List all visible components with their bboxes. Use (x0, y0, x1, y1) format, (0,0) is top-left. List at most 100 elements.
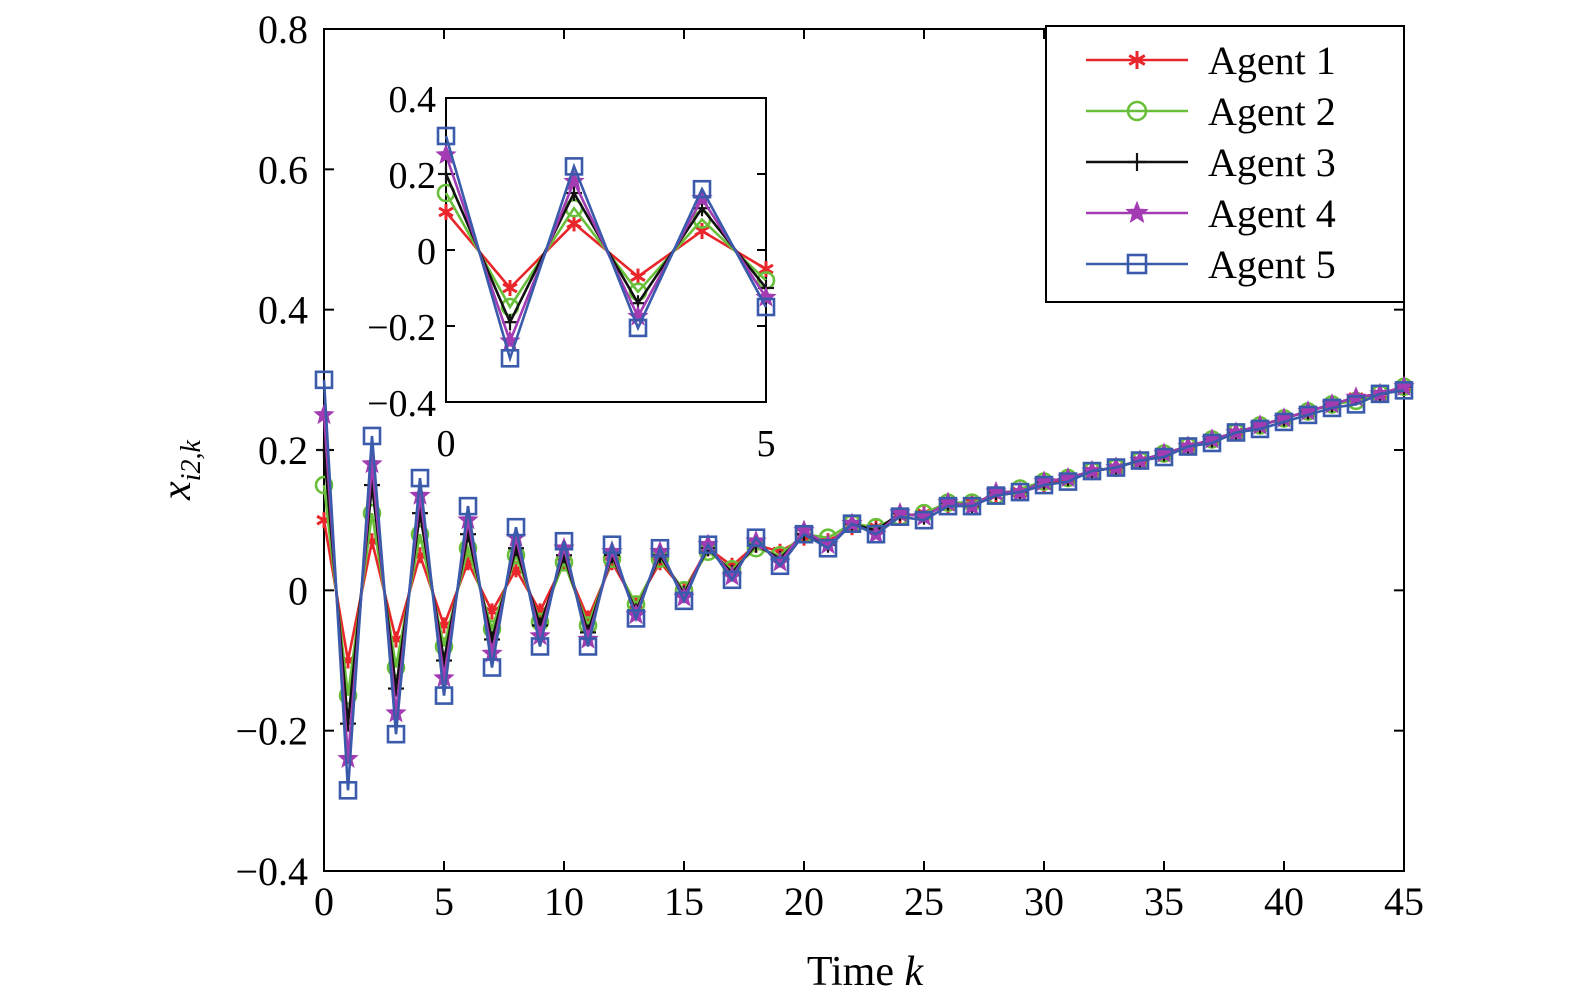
data-point (1226, 423, 1246, 442)
data-point (1298, 405, 1318, 425)
inset-y-tick-label: −0.4 (367, 383, 436, 425)
inset-y-tick-label: 0.2 (389, 155, 437, 197)
data-point (818, 538, 838, 558)
main-x-tick-label: 0 (314, 879, 334, 924)
data-point (362, 503, 382, 523)
data-point (410, 524, 430, 544)
main-y-tick-label: 0.4 (258, 288, 308, 333)
main-x-tick-label: 25 (904, 879, 944, 924)
inset-data-point (502, 280, 518, 296)
inset-data-point (758, 261, 774, 277)
inset-series-agent-5 (436, 126, 776, 368)
main-x-tick-label: 10 (544, 879, 584, 924)
data-point (962, 496, 982, 516)
data-point (698, 535, 718, 555)
data-point (1130, 451, 1150, 470)
legend-label: Agent 2 (1208, 89, 1336, 134)
inset-y-tick-label: 0 (417, 231, 436, 273)
inset-data-point (436, 126, 456, 146)
data-point (553, 536, 575, 558)
legend-entry: Agent 4 (1086, 191, 1336, 236)
inset-x-tick-label: 5 (757, 423, 776, 465)
data-point (914, 510, 934, 530)
legend-entry: Agent 2 (1086, 89, 1336, 134)
legend-marker (1126, 253, 1148, 275)
main-x-tick-label: 15 (664, 879, 704, 924)
series-agent-2 (314, 377, 1414, 705)
series-agent-5 (314, 370, 1414, 800)
data-point (482, 658, 502, 677)
data-point (409, 484, 431, 505)
data-point (338, 686, 358, 705)
data-point (602, 535, 622, 555)
data-point (1058, 472, 1078, 491)
legend-marker (1128, 153, 1146, 171)
data-point (578, 637, 598, 656)
x-axis-variable: k (905, 949, 925, 995)
main-x-tick-label: 30 (1024, 879, 1064, 924)
data-point (1322, 398, 1342, 418)
data-point (481, 642, 503, 663)
data-point (554, 531, 574, 551)
data-point (650, 538, 670, 558)
legend-label: Agent 5 (1208, 242, 1336, 287)
legend-entry: Agent 3 (1086, 140, 1336, 185)
data-point (1274, 412, 1294, 432)
data-point (746, 528, 766, 548)
data-point (385, 701, 407, 723)
data-point (457, 509, 479, 530)
legend: Agent 1 Agent 2 Agent 3 Agent 4 Agent 5 (1045, 25, 1405, 303)
data-point (866, 524, 886, 544)
legend-label: Agent 3 (1208, 140, 1336, 185)
data-point (434, 686, 454, 705)
main-x-tick-label: 20 (784, 879, 824, 924)
legend-marker (1125, 200, 1149, 224)
data-point (1010, 482, 1030, 502)
inset-data-point (628, 318, 648, 338)
main-x-tick-label: 45 (1384, 879, 1424, 924)
inset-data-point (435, 143, 457, 165)
data-point (938, 496, 958, 516)
data-point (890, 507, 910, 526)
data-point (386, 658, 406, 677)
inset-x-tick-label: 0 (437, 423, 456, 465)
inset-data-point (500, 348, 520, 368)
data-point (529, 624, 551, 646)
inset-data-point (692, 179, 712, 199)
data-point (842, 514, 862, 533)
inset-y-tick-label: 0.4 (389, 79, 437, 121)
series-agent-4 (313, 375, 1415, 768)
data-point (362, 426, 382, 446)
legend-entry: Agent 1 (1086, 38, 1336, 83)
data-point (458, 496, 478, 516)
data-point (722, 570, 742, 590)
data-point (313, 403, 335, 425)
legend-marker (1126, 100, 1148, 122)
data-point (1202, 433, 1222, 453)
inset-data-point (566, 215, 582, 232)
main-y-tick-label: −0.2 (235, 709, 308, 754)
main-y-tick-label: 0.2 (258, 428, 308, 473)
main-axes: 0 5 10 15 20 25 30 35 40 45 −0.4 −0.2 0 0.2 0.4 0.6 0.8 (235, 7, 1424, 924)
data-point (1250, 419, 1270, 439)
inset-data-point (563, 170, 585, 191)
data-point (1034, 475, 1054, 495)
data-point (530, 637, 550, 656)
inset-series-line (444, 135, 768, 363)
data-point (626, 609, 646, 628)
data-point (1394, 381, 1414, 400)
data-point (410, 468, 430, 488)
data-point (794, 524, 814, 544)
main-series-group (313, 370, 1415, 800)
main-y-tick-label: 0 (288, 568, 308, 613)
data-point (506, 517, 526, 537)
series-agent-1 (316, 378, 1412, 669)
inset-data-point (694, 223, 710, 239)
data-point (1346, 395, 1366, 414)
data-point (314, 370, 334, 390)
data-point (412, 505, 428, 522)
inset-data-point (630, 268, 646, 285)
legend-box (1045, 25, 1405, 303)
series-line (322, 379, 1405, 791)
